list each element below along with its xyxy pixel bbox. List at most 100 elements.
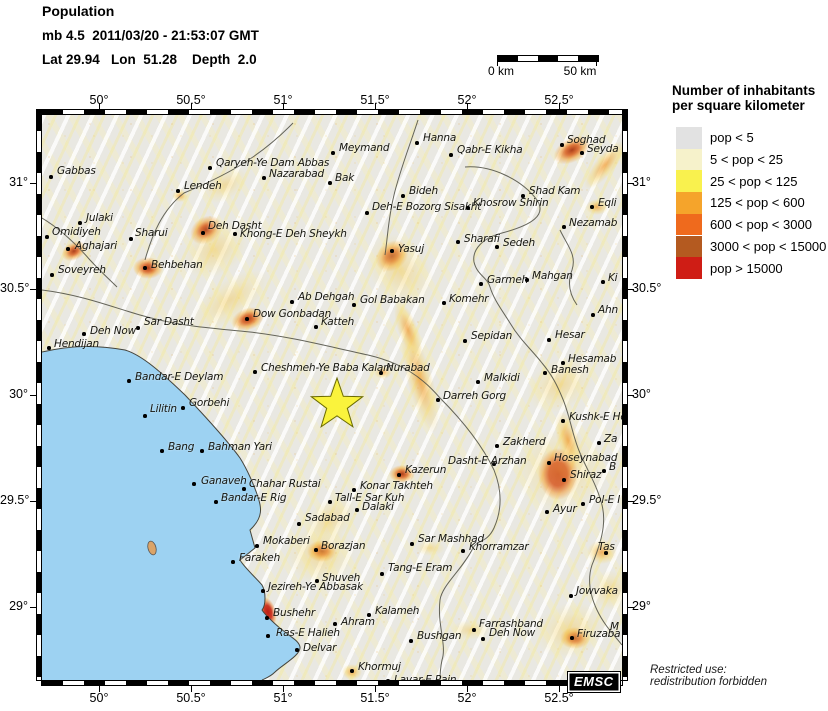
restricted-use-note: Restricted use: redistribution forbidden — [650, 664, 767, 688]
city-label: Khormuj — [358, 661, 401, 673]
city-dot — [295, 648, 299, 652]
map-border-left — [36, 109, 42, 681]
axis-tick — [467, 686, 468, 692]
city-label: Hoseynabad — [554, 452, 618, 464]
city-label: Sharui — [135, 227, 168, 239]
axis-label-lat-right: 29° — [632, 599, 651, 613]
city-label: B — [609, 461, 617, 473]
city-dot — [461, 549, 465, 553]
axis-label-lat-left: 31° — [9, 175, 28, 189]
city-dot — [525, 278, 529, 282]
city-label: Shiraz — [570, 469, 602, 481]
city-dot — [415, 141, 419, 145]
city-dot — [290, 300, 294, 304]
city-dot — [49, 175, 53, 179]
city-label: Kazerun — [405, 464, 447, 476]
city-dot — [214, 500, 218, 504]
legend-swatch — [676, 127, 702, 149]
event-coordinates-depth: Lat 29.94 Lon 51.28 Depth 2.0 — [42, 52, 257, 67]
city-dot — [136, 326, 140, 330]
scale-bar — [497, 55, 599, 62]
city-label: Farakeh — [239, 552, 281, 564]
city-dot — [181, 406, 185, 410]
city-label: Sedeh — [503, 237, 535, 249]
city-dot — [492, 462, 496, 466]
population-hotspot — [587, 540, 617, 564]
axis-label-lon-top: 52.5° — [544, 93, 574, 107]
axis-tick — [628, 501, 634, 502]
population-hotspot — [374, 365, 392, 379]
city-dot — [242, 487, 246, 491]
city-dot — [261, 589, 265, 593]
city-label: Dow Gonbadan — [253, 308, 332, 320]
city-label: Ras-E Halieh — [276, 627, 340, 639]
city-dot — [604, 551, 608, 555]
city-dot — [602, 469, 606, 473]
legend-label: pop > 15000 — [710, 260, 783, 276]
city-label: Meymand — [339, 142, 390, 154]
city-dot — [449, 153, 453, 157]
axis-tick — [30, 289, 36, 290]
city-dot — [570, 636, 574, 640]
axis-label-lat-right: 30.5° — [632, 281, 662, 295]
city-dot — [590, 205, 594, 209]
city-label: Hanna — [423, 132, 457, 144]
city-dot — [331, 151, 335, 155]
axis-tick — [375, 103, 376, 109]
page-title: Population — [42, 3, 115, 19]
city-label: Deh Now — [489, 627, 536, 639]
city-dot — [379, 371, 383, 375]
city-label: Sar Mashhad — [418, 533, 484, 545]
city-label: Qabr-E Kikha — [457, 144, 523, 156]
axis-tick — [628, 183, 634, 184]
city-label: Julaki — [86, 212, 113, 224]
city-dot — [365, 211, 369, 215]
axis-label-lat-left: 30.5° — [0, 281, 30, 295]
population-hotspot — [307, 540, 337, 562]
city-label: Nezamab — [569, 217, 618, 229]
city-dot — [192, 482, 196, 486]
axis-tick — [283, 103, 284, 109]
city-dot — [47, 346, 51, 350]
axis-label-lat-left: 30° — [9, 387, 28, 401]
axis-label-lon-top: 52° — [457, 93, 477, 107]
axis-tick — [99, 103, 100, 109]
city-dot — [562, 478, 566, 482]
city-dot — [456, 240, 460, 244]
city-dot — [231, 560, 235, 564]
city-label: Chahar Rustai — [249, 478, 321, 490]
city-dot — [45, 235, 49, 239]
city-dot — [315, 579, 319, 583]
city-label: Bushgan — [417, 630, 462, 642]
city-label: Lendeh — [184, 180, 222, 192]
city-dot — [495, 444, 499, 448]
city-dot — [436, 398, 440, 402]
city-dot — [545, 510, 549, 514]
city-label: Jowvaka — [576, 585, 618, 597]
city-label: Deh-E Bozorg Sisakht — [372, 201, 482, 213]
city-dot — [543, 371, 547, 375]
city-dot — [143, 414, 147, 418]
population-hotspot — [133, 257, 163, 279]
city-label: Darreh Gorg — [443, 390, 506, 402]
city-label: Khorramzar — [469, 541, 529, 553]
city-label: Ahn — [598, 304, 618, 316]
city-dot — [129, 237, 133, 241]
city-dot — [233, 232, 237, 236]
city-label: Garmeh — [487, 274, 529, 286]
city-label: Gorbehi — [189, 397, 230, 409]
axis-label-lon-bottom: 50.5° — [176, 691, 206, 705]
axis-tick — [191, 686, 192, 692]
city-dot — [201, 231, 205, 235]
axis-tick — [628, 289, 634, 290]
emsc-logo: EMSC — [567, 671, 621, 693]
legend-label: pop < 5 — [710, 130, 754, 146]
legend-swatch — [676, 170, 702, 193]
city-label: Soveyreh — [58, 264, 106, 276]
city-dot — [410, 542, 414, 546]
axis-label-lon-bottom: 50° — [89, 691, 109, 705]
city-dot — [442, 301, 446, 305]
city-dot — [476, 380, 480, 384]
city-label: Ayur — [553, 503, 577, 515]
